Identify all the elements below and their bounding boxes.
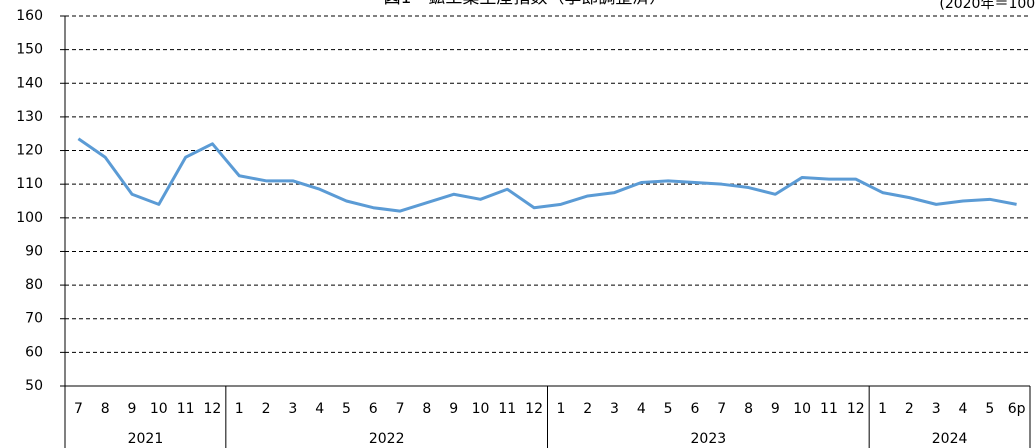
x-tick-label: 10 [472, 401, 490, 417]
x-tick-label: 11 [177, 401, 195, 417]
y-tick-label: 110 [16, 176, 43, 192]
chart-title: 図1 鉱工業生産指数（季節調整済） [384, 0, 667, 8]
data-line [77, 137, 1017, 213]
x-tick-label: 3 [610, 401, 619, 417]
x-tick-label: 10 [793, 401, 811, 417]
x-tick-label: 4 [315, 401, 324, 417]
y-tick-label: 50 [25, 378, 43, 394]
x-tick-label: 9 [449, 401, 458, 417]
x-tick-label: 11 [498, 401, 516, 417]
x-tick-label: 2 [583, 401, 592, 417]
x-tick-label: 4 [959, 401, 968, 417]
x-tick-label: 8 [101, 401, 110, 417]
y-tick-label: 140 [16, 75, 43, 91]
x-tick-label: 8 [422, 401, 431, 417]
x-tick-label: 5 [985, 401, 994, 417]
year-label: 2023 [691, 431, 727, 447]
x-tick-label: 11 [820, 401, 838, 417]
x-tick-label: 5 [342, 401, 351, 417]
x-tick-label: 1 [556, 401, 565, 417]
x-tick-label: 8 [744, 401, 753, 417]
x-tick-label: 4 [637, 401, 646, 417]
x-tick-label: 6 [369, 401, 378, 417]
x-tick-label: 3 [288, 401, 297, 417]
year-label: 2021 [128, 431, 164, 447]
x-tick-label: 9 [771, 401, 780, 417]
x-tick-label: 6 [690, 401, 699, 417]
unit-label: (2020年＝100) [939, 0, 1036, 12]
y-tick-label: 120 [16, 143, 43, 159]
x-tick-label: 10 [150, 401, 168, 417]
x-tick-label: 9 [128, 401, 137, 417]
x-tick-label: 7 [396, 401, 405, 417]
y-tick-label: 60 [25, 344, 43, 360]
y-tick-label: 130 [16, 109, 43, 125]
y-tick-label: 80 [25, 277, 43, 293]
y-tick-label: 150 [16, 42, 43, 58]
x-tick-label: 5 [664, 401, 673, 417]
x-tick-label: 1 [878, 401, 887, 417]
x-tick-label: 1 [235, 401, 244, 417]
x-tick-label: 7 [74, 401, 83, 417]
x-tick-label: 2 [905, 401, 914, 417]
year-label: 2024 [932, 431, 968, 447]
y-tick-label: 90 [25, 243, 43, 259]
y-tick-label: 70 [25, 311, 43, 327]
x-tick-label: 12 [847, 401, 865, 417]
x-tick-label: 3 [932, 401, 941, 417]
x-tick-label: 2 [262, 401, 271, 417]
y-tick-label: 160 [16, 8, 43, 24]
year-label: 2022 [369, 431, 405, 447]
x-tick-label: 12 [525, 401, 543, 417]
x-tick-label: 12 [204, 401, 222, 417]
x-tick-label: 6p [1008, 401, 1026, 417]
x-tick-label: 7 [717, 401, 726, 417]
y-tick-label: 100 [16, 210, 43, 226]
